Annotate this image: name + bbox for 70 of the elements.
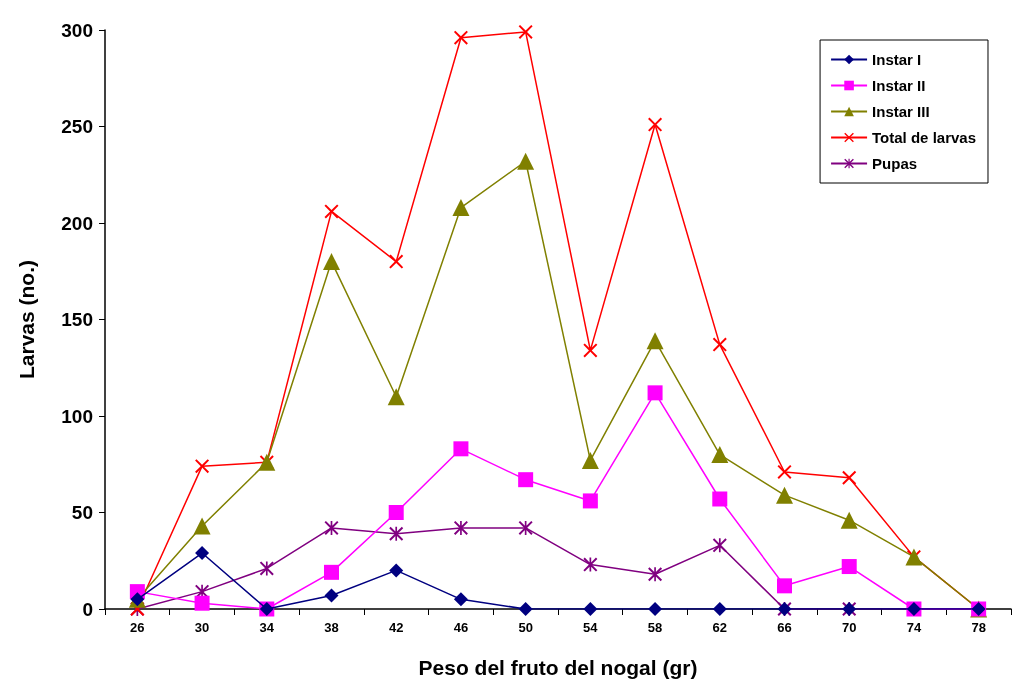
x-tick-label: 38 (324, 620, 339, 635)
point (777, 578, 792, 594)
point (389, 563, 404, 578)
point (712, 337, 727, 352)
y-axis-title: Larvas (no.) (15, 259, 38, 380)
y-tick-label: 250 (61, 116, 93, 137)
point (712, 491, 728, 507)
point (195, 459, 210, 474)
point (583, 343, 598, 358)
point (648, 602, 663, 616)
point (711, 446, 729, 464)
point (647, 385, 663, 401)
x-tick-label: 50 (518, 620, 533, 635)
point (518, 24, 533, 39)
point (517, 152, 535, 170)
y-tick-label: 50 (71, 502, 93, 523)
point (453, 30, 468, 45)
x-tick-label: 66 (777, 620, 792, 635)
point (840, 511, 858, 529)
point (193, 517, 211, 535)
point (194, 595, 210, 611)
point (583, 602, 598, 616)
legend-label: Total de larvas (872, 129, 977, 146)
point (453, 520, 468, 535)
legend-label: Instar III (872, 103, 930, 120)
point (712, 538, 727, 553)
point (453, 592, 468, 607)
x-tick-label: 62 (712, 620, 728, 635)
x-tick-label: 34 (259, 620, 275, 635)
point (453, 441, 469, 457)
point (195, 546, 210, 561)
legend-label: Instar II (872, 77, 926, 94)
point (259, 561, 274, 576)
y-tick-label: 0 (82, 598, 93, 620)
point (324, 588, 339, 603)
x-tick-label: 74 (906, 620, 922, 635)
x-tick-label: 78 (971, 620, 986, 635)
point (452, 199, 470, 217)
legend-label: Instar I (872, 51, 922, 68)
y-tick-label: 100 (61, 405, 93, 427)
point (324, 564, 339, 580)
point (323, 253, 340, 271)
x-tick-label: 70 (841, 620, 857, 635)
point (387, 388, 405, 406)
x-tick-label: 42 (388, 620, 404, 635)
point (582, 493, 598, 509)
x-tick-label: 54 (583, 620, 599, 635)
point (648, 567, 663, 582)
point (776, 486, 793, 504)
point (712, 602, 727, 616)
point (324, 204, 339, 219)
point (388, 505, 404, 520)
point (842, 470, 857, 485)
point (518, 472, 534, 488)
point (518, 602, 533, 616)
point (646, 332, 664, 350)
x-tick-label: 26 (130, 620, 145, 635)
x-tick-label: 58 (647, 620, 663, 635)
x-tick-label: 46 (453, 620, 469, 635)
y-tick-label: 200 (61, 212, 93, 234)
x-tick-label: 30 (194, 620, 210, 635)
x-axis-title: Peso del fruto del nogal (gr) (418, 656, 698, 679)
y-tick-label: 150 (61, 309, 93, 330)
point (841, 559, 857, 575)
legend-label: Pupas (872, 155, 918, 172)
point (581, 451, 599, 469)
point (389, 254, 404, 269)
point (389, 526, 404, 541)
point (648, 117, 663, 132)
y-tick-label: 300 (61, 19, 93, 41)
